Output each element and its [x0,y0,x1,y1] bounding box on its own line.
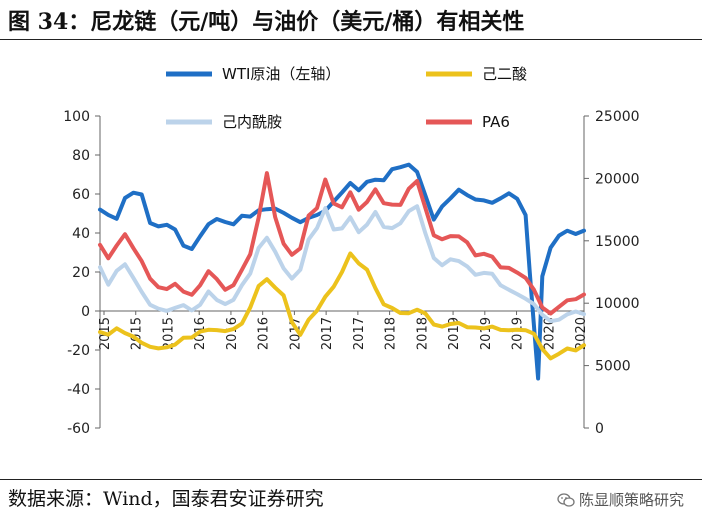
series-line-2 [98,251,586,361]
x-tick-label: 2018 [384,317,399,350]
watermark: 陈显顺策略研究 [557,489,684,510]
x-tick-label: 2017 [352,317,367,350]
x-tick-label: 2017 [320,317,335,350]
right-tick-label: 10000 [595,296,640,312]
title-underline [0,39,702,40]
series-line-1 [98,162,586,381]
right-tick-label: 25000 [595,109,640,125]
left-tick-label: 0 [81,304,90,320]
left-tick-label: 60 [72,187,90,203]
chart-axes: -60 -40 -20 0 20 40 60 80 100 0 5000 10000 15000 2000… [63,109,639,437]
left-tick-label: -20 [67,343,90,359]
legend-label: PA6 [482,113,510,131]
chart-series [98,162,586,381]
page-title: 图 34：尼龙链（元/吨）与油价（美元/桶）有相关性 [8,9,525,35]
source-note: 数据来源：Wind，国泰君安证券研究 [8,488,324,510]
x-tick-label: 2015 [161,317,176,350]
x-tick-label: 2016 [225,317,240,350]
x-tick-label: 2019 [511,317,526,350]
right-tick-label: 5000 [595,359,631,375]
right-tick-label: 15000 [595,234,640,250]
x-tick-label: 2018 [415,317,430,350]
watermark-text: 陈显顺策略研究 [578,491,684,509]
right-tick-label: 0 [595,421,604,437]
legend-label: WTI原油（左轴） [222,65,340,83]
left-tick-label: 100 [63,109,90,125]
x-tick-label: 2020 [574,317,589,350]
left-tick-label: -40 [67,382,90,398]
left-tick-label: 40 [72,226,90,242]
legend-label: 己二酸 [482,65,527,83]
left-tick-label: 80 [72,148,90,164]
x-tick-label: 2016 [257,317,272,350]
right-tick-label: 20000 [595,171,640,187]
left-tick-label: -60 [67,421,90,437]
footer-rule [0,479,702,480]
left-tick-label: 20 [72,265,90,281]
series-line-3 [98,204,586,324]
legend-label: 己内酰胺 [222,113,282,131]
x-tick-label: 2019 [479,317,494,350]
series-line-4 [98,171,586,316]
wechat-icon [557,492,575,507]
x-tick-label: 2020 [542,317,557,350]
